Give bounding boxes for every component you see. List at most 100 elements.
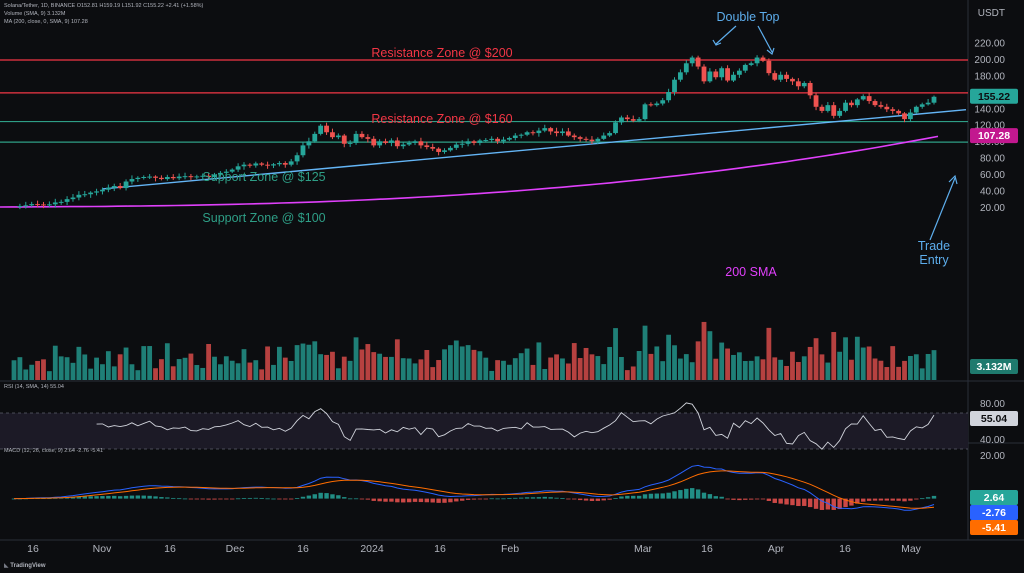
volume-bar [11, 360, 17, 380]
macd-histogram-bar [548, 497, 553, 499]
candle-body [129, 179, 135, 182]
macd-histogram-bar [536, 497, 542, 499]
volume-bar [866, 346, 872, 380]
candle-body [41, 204, 46, 206]
volume-bar [442, 349, 447, 380]
volume-legend[interactable]: Volume (SMA, 9) 3.132M [4, 11, 66, 17]
volume-bar [860, 347, 866, 380]
candle-body [188, 176, 194, 178]
macd-histogram-label: 2.64 [984, 492, 1005, 504]
candle-body [837, 110, 843, 116]
macd-histogram-bar [401, 498, 406, 503]
candle-body [229, 169, 235, 172]
time-tick-label: 16 [297, 543, 309, 555]
candle-body [607, 133, 613, 136]
macd-histogram-bar [324, 493, 329, 499]
volume-bar [70, 362, 76, 380]
volume-bar [253, 360, 259, 380]
candle-body [153, 176, 158, 178]
volume-bar [483, 357, 489, 380]
macd-histogram-bar [288, 498, 294, 500]
time-tick-label: Feb [501, 543, 519, 555]
volume-bar [465, 345, 471, 380]
macd-histogram-bar [748, 498, 754, 500]
candle-body [383, 141, 388, 143]
volume-bar [754, 356, 760, 380]
macd-histogram-bar [241, 497, 247, 499]
macd-histogram-bar [159, 497, 164, 499]
candle-body [512, 135, 518, 138]
candle-body [548, 128, 554, 132]
volume-bar [766, 327, 772, 380]
macd-histogram-bar [182, 498, 188, 500]
candle-body [29, 204, 35, 206]
volume-bar [624, 370, 630, 380]
volume-bar [807, 346, 813, 380]
macd-histogram-bar [896, 498, 901, 501]
candle-body [506, 137, 512, 140]
candle-body [164, 176, 170, 180]
price-tick-label: 20.00 [980, 203, 1005, 214]
candle-body [884, 106, 890, 110]
candle-body [82, 194, 88, 196]
macd-histogram-bar [454, 498, 459, 502]
volume-bar [595, 356, 601, 380]
candle-body [147, 176, 153, 178]
candle-body [554, 131, 559, 134]
volume-bar [636, 351, 642, 380]
macd-histogram-bar [377, 498, 382, 502]
macd-histogram-bar [737, 498, 742, 501]
macd-histogram-bar [306, 495, 312, 499]
candle-body [536, 130, 542, 134]
symbol-legend[interactable]: Solana/Tether, 1D, BINANCE O152.81 H159.… [4, 3, 204, 9]
price-tick-label: 40.00 [980, 186, 1005, 197]
macd-histogram-bar [188, 498, 194, 500]
time-tick-label: 2024 [360, 543, 384, 555]
volume-bar [778, 359, 784, 380]
macd-histogram-bar [760, 498, 766, 500]
volume-bar [890, 346, 896, 380]
rsi-legend: RSI (14, SMA, 14) 55.04 [4, 384, 64, 390]
macd-histogram-bar [424, 498, 430, 503]
price-tick-label: 140.00 [974, 104, 1005, 115]
macd-histogram-bar [477, 498, 483, 500]
volume-price-label: 3.132M [976, 361, 1011, 373]
volume-bar [524, 348, 530, 380]
volume-price-label-bg [970, 359, 1018, 374]
volume-bar [58, 356, 64, 380]
volume-bar [790, 351, 795, 380]
macd-value-label: -2.76 [982, 507, 1006, 519]
candle-body [542, 128, 548, 131]
volume-bar [731, 354, 736, 380]
volume-bar [276, 346, 282, 380]
candle-body [784, 74, 789, 79]
candle-body [636, 119, 642, 121]
tradingview-logo[interactable]: ◣ TradingView [4, 563, 46, 569]
macd-histogram-bar [353, 498, 359, 500]
macd-histogram-bar [117, 496, 123, 499]
macd-histogram-bar [165, 497, 170, 499]
candle-body [412, 141, 418, 143]
candle-body [766, 60, 772, 74]
volume-bar [164, 343, 170, 380]
volume-bar [453, 340, 459, 380]
candle-body [288, 161, 294, 165]
time-tick-label: Apr [768, 543, 785, 555]
candle-body [58, 201, 64, 203]
candle-body [88, 192, 94, 195]
ma-legend[interactable]: MA (200, close, 0, SMA, 9) 107.28 [4, 19, 88, 25]
macd-histogram-bar [300, 496, 306, 499]
macd-histogram-bar [247, 497, 253, 499]
candle-body [925, 102, 931, 105]
macd-histogram-bar [743, 498, 748, 500]
volume-bar [660, 361, 666, 380]
resistance-160-label: Resistance Zone @ $160 [371, 112, 512, 126]
volume-bar [218, 364, 223, 380]
candle-body [135, 177, 141, 180]
volume-bar [123, 347, 129, 380]
macd-histogram-bar [678, 490, 683, 499]
macd-histogram-bar [513, 497, 518, 499]
candle-body [660, 100, 666, 104]
macd-histogram-bar [206, 498, 211, 500]
